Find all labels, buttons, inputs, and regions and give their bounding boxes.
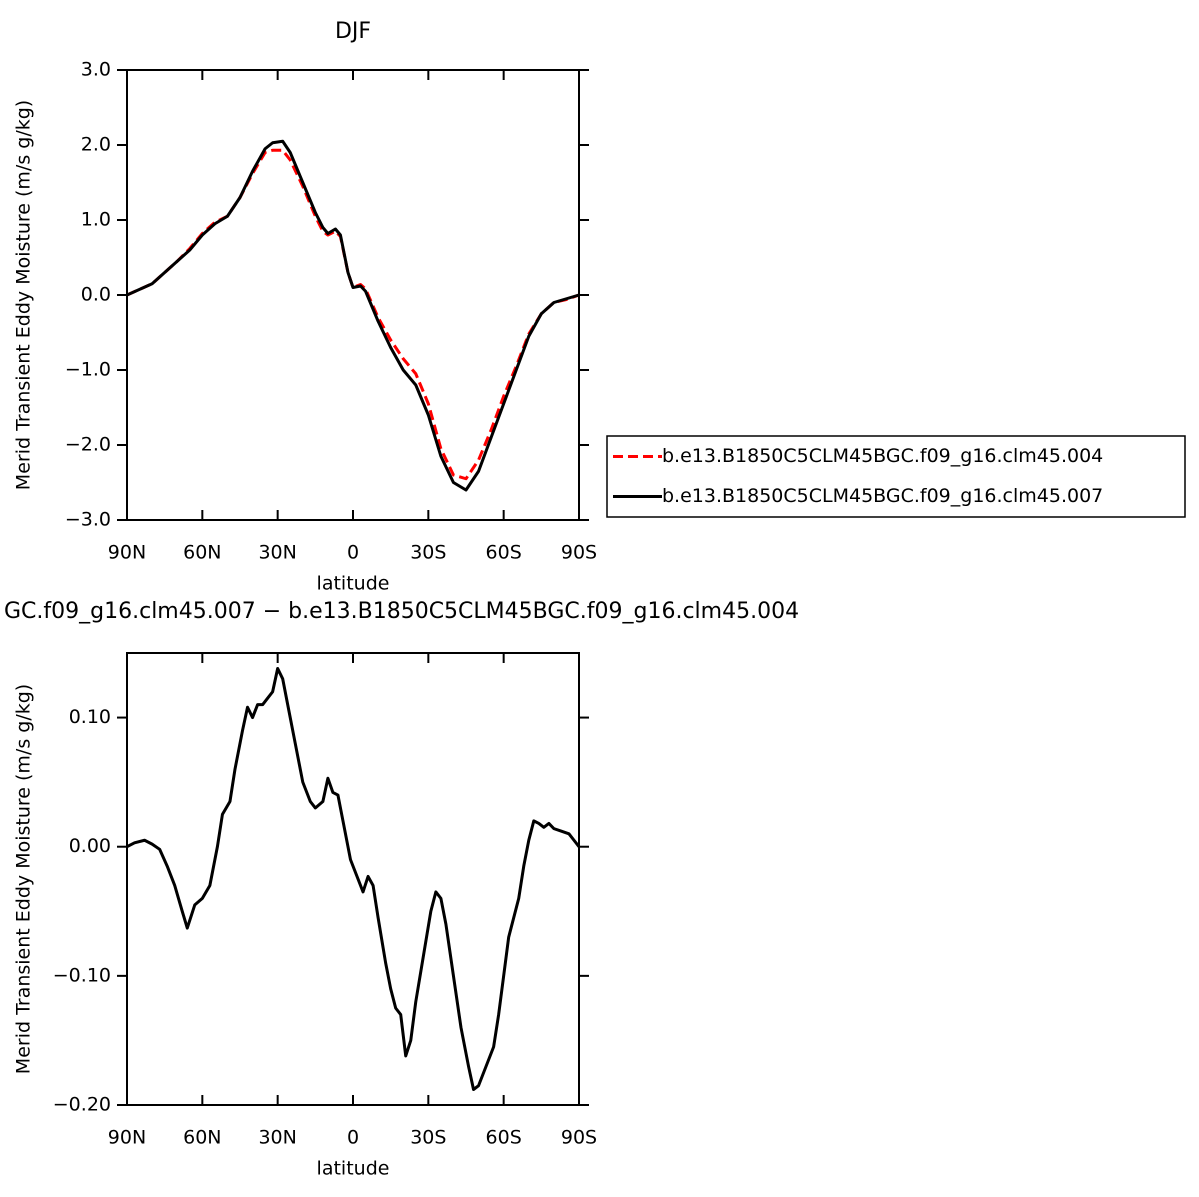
chart-title: GC.f09_g16.clm45.007 − b.e13.B1850C5CLM4…	[4, 599, 799, 624]
x-tick-label: 30S	[410, 1127, 446, 1149]
y-tick-label: 0.10	[69, 706, 111, 728]
data-line	[126, 148, 580, 481]
x-tick-label: 90S	[561, 1127, 597, 1149]
y-axis-label: Merid Transient Eddy Moisture (m/s g/kg)	[13, 684, 35, 1074]
y-tick-label: −0.10	[53, 964, 111, 986]
y-tick-label: −3.0	[65, 509, 111, 531]
data-line	[126, 667, 581, 1091]
y-tick-label: 0.00	[69, 835, 111, 857]
x-axis-label: latitude	[317, 1158, 390, 1180]
y-axis-label: Merid Transient Eddy Moisture (m/s g/kg)	[13, 100, 35, 490]
y-tick-label: −1.0	[65, 359, 111, 381]
x-tick-label: 30S	[410, 542, 446, 564]
y-tick-label: 1.0	[81, 209, 111, 231]
x-tick-label: 30N	[258, 542, 296, 564]
legend-box	[606, 435, 1186, 518]
x-tick-label: 90N	[108, 1127, 146, 1149]
x-tick-label: 60N	[183, 542, 221, 564]
x-tick-label: 60S	[486, 542, 522, 564]
y-tick-label: 0.0	[81, 284, 111, 306]
y-tick-label: −0.20	[53, 1094, 111, 1116]
x-tick-label: 60N	[183, 1127, 221, 1149]
x-tick-label: 90N	[108, 542, 146, 564]
x-tick-label: 30N	[258, 1127, 296, 1149]
x-tick-label: 90S	[561, 542, 597, 564]
y-tick-label: 3.0	[81, 59, 111, 81]
legend-label: b.e13.B1850C5CLM45BGC.f09_g16.clm45.007	[662, 485, 1103, 507]
x-axis-label: latitude	[317, 573, 390, 595]
data-line	[126, 139, 580, 492]
chart-title: DJF	[335, 19, 371, 44]
y-tick-label: 2.0	[81, 134, 111, 156]
y-tick-label: −2.0	[65, 434, 111, 456]
x-tick-label: 60S	[486, 1127, 522, 1149]
legend-label: b.e13.B1850C5CLM45BGC.f09_g16.clm45.004	[662, 445, 1103, 467]
plot-frame	[126, 652, 580, 1106]
x-tick-label: 0	[347, 542, 359, 564]
x-tick-label: 0	[347, 1127, 359, 1149]
plot-frame	[126, 69, 580, 521]
